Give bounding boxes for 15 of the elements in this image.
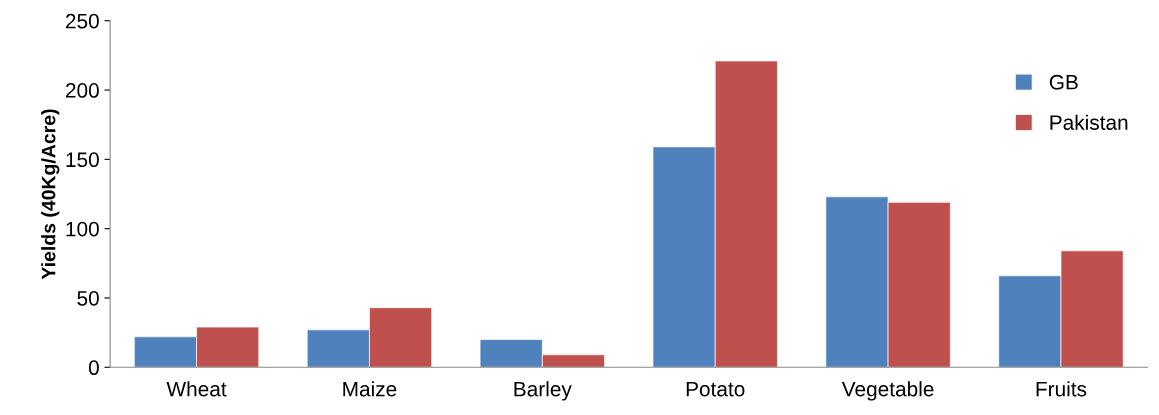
x-tick-label: Potato bbox=[686, 381, 745, 397]
x-tick-label: Vegetable bbox=[841, 381, 934, 401]
x-tick-label: Maize bbox=[343, 381, 397, 397]
legend-label: Pakistan bbox=[1050, 114, 1128, 130]
y-tick-label: 50 bbox=[77, 290, 99, 306]
y-tick-label: 250 bbox=[65, 13, 99, 29]
x-tick-label: Wheat bbox=[166, 381, 227, 397]
y-axis-title: Yields (40Kg/Acre) bbox=[41, 109, 60, 280]
x-tick-label: Barley bbox=[514, 381, 572, 401]
y-tick-label: 0 bbox=[88, 360, 99, 376]
y-tick-label: 100 bbox=[66, 221, 99, 237]
legend-label: GB bbox=[1049, 74, 1078, 90]
x-tick-label: Fruits bbox=[1036, 381, 1087, 397]
y-tick-label: 200 bbox=[65, 83, 99, 98]
y-tick-label: 150 bbox=[66, 152, 99, 168]
